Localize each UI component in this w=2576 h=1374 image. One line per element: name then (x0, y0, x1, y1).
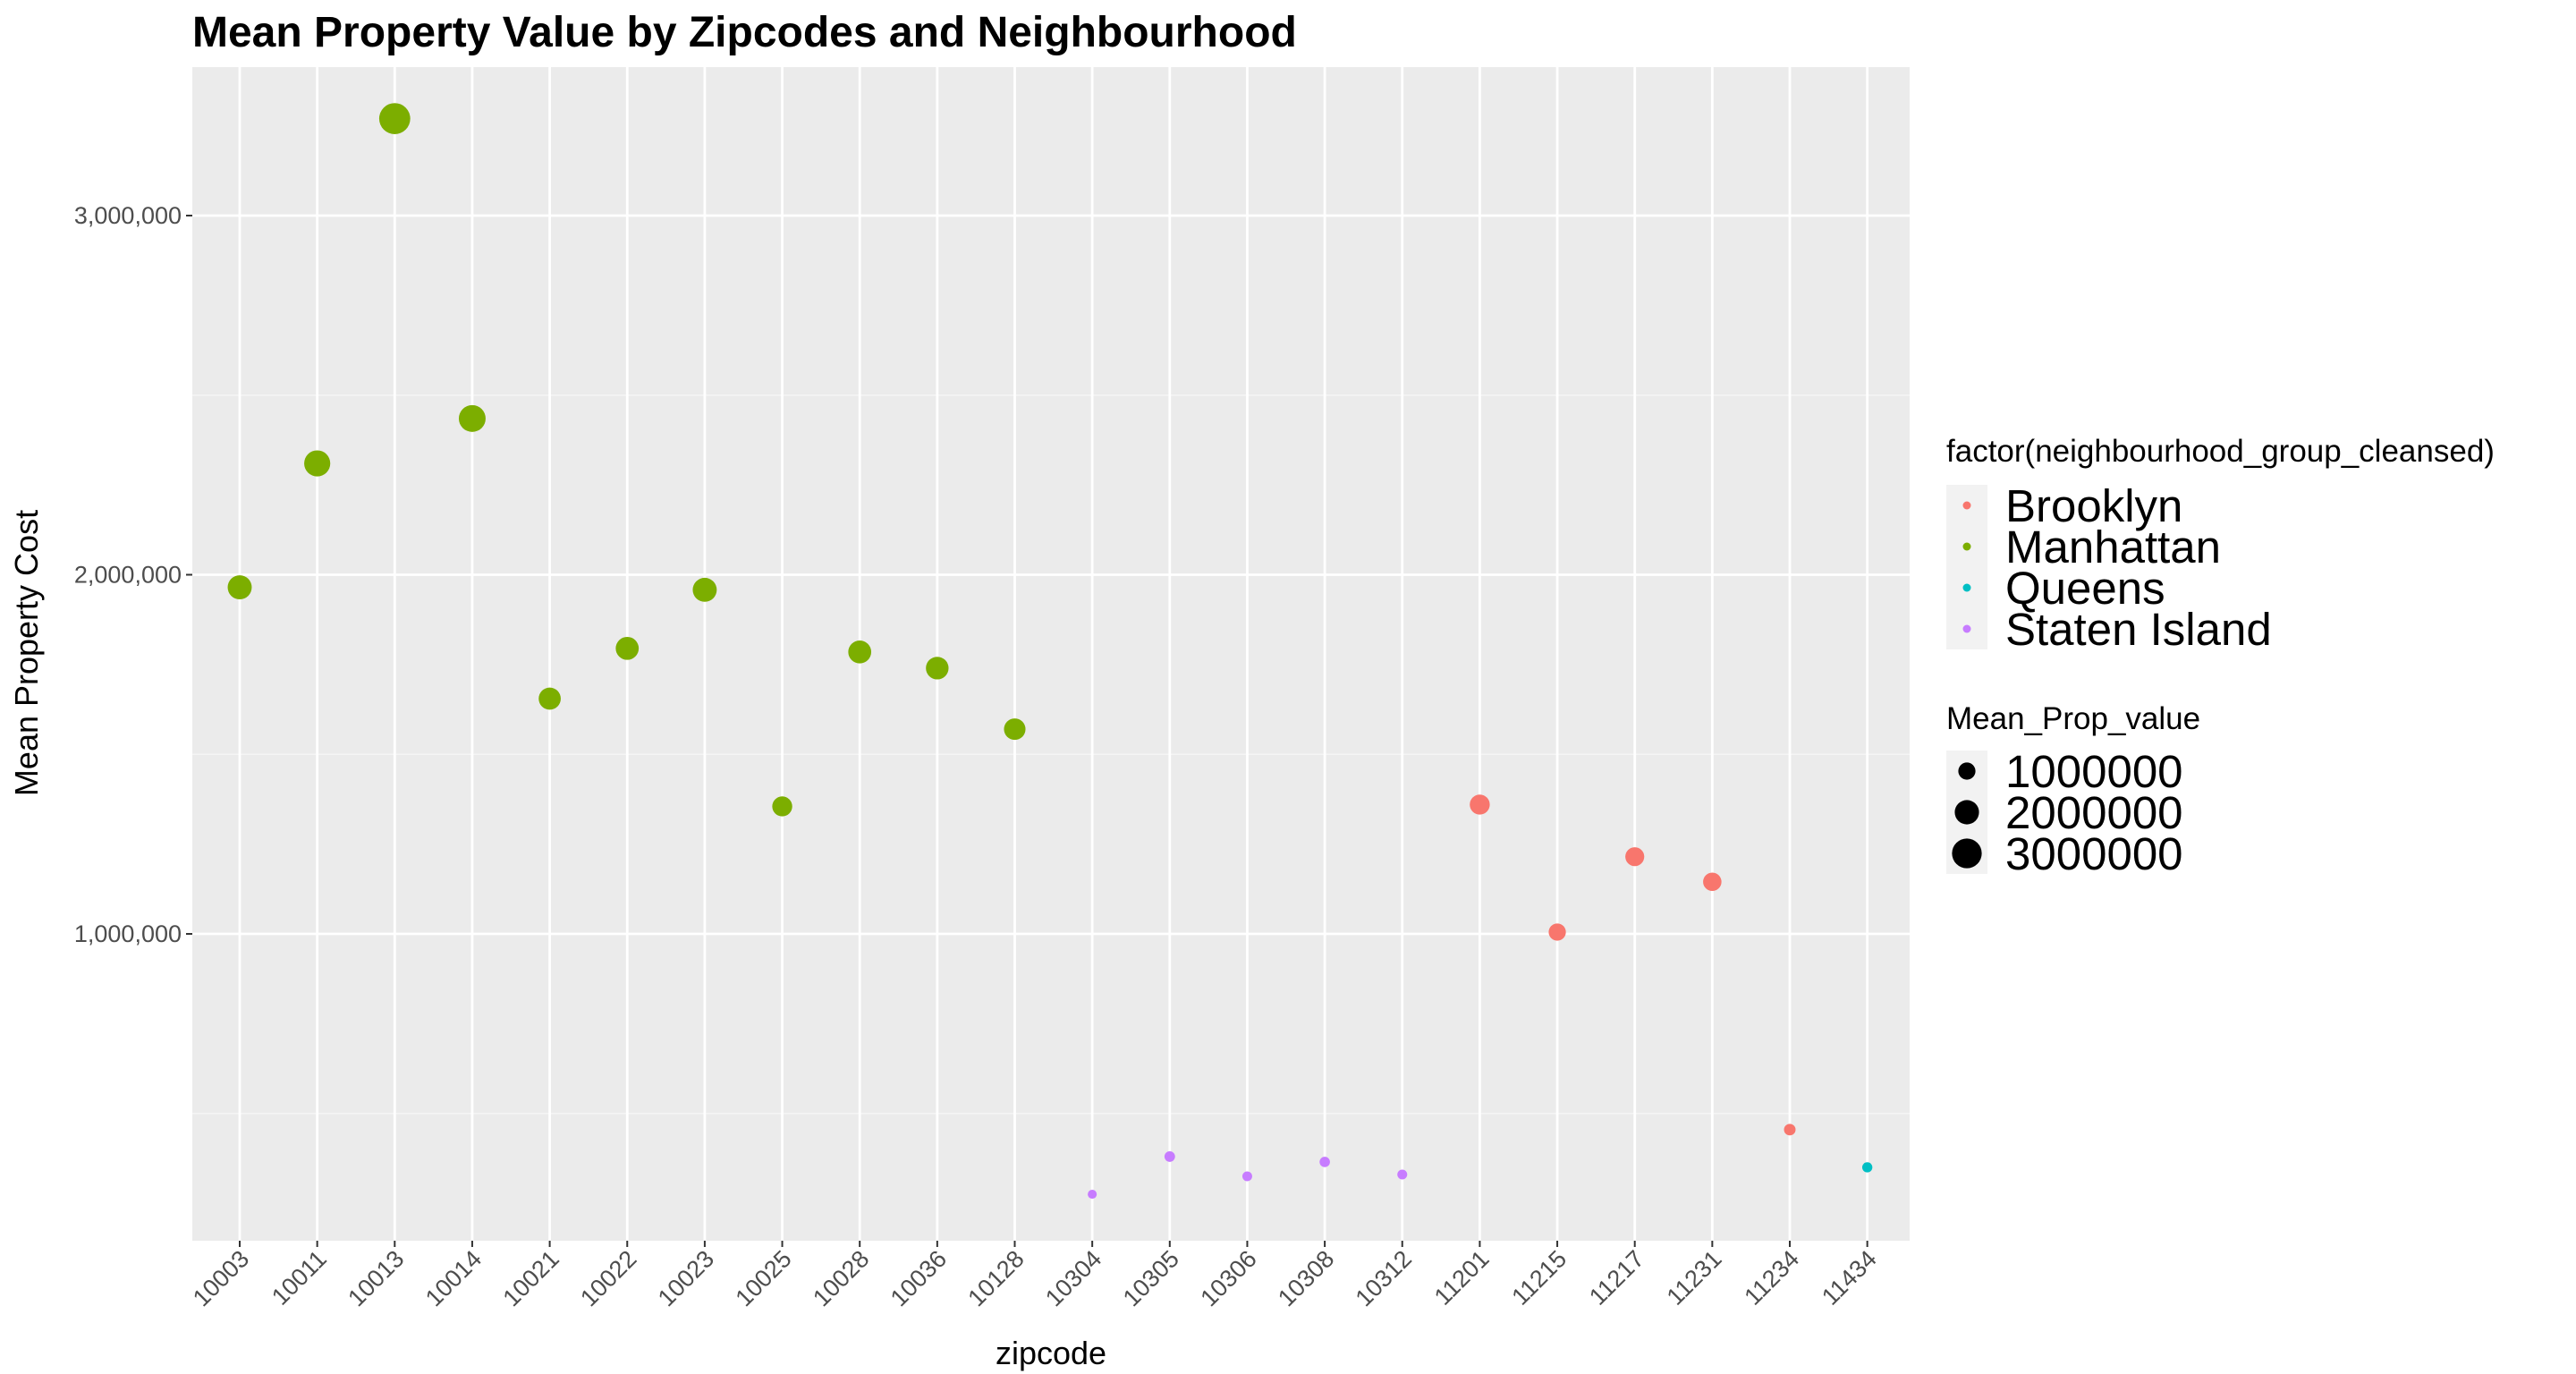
x-tick-label: 11434 (1817, 1245, 1882, 1310)
data-point-11231 (1703, 872, 1722, 892)
size-legend-swatch (1958, 762, 1976, 780)
x-tick-label: 10025 (730, 1245, 796, 1311)
color-legend-title: factor(neighbourhood_group_cleansed) (1946, 434, 2495, 469)
plot-panel (192, 67, 1910, 1241)
data-point-10128 (1004, 718, 1026, 741)
legend-swatch-brooklyn (1962, 501, 1971, 510)
legend-label: Staten Island (2005, 604, 2272, 655)
x-axis-ticks: 10003 10011 10013 10014 10021 10022 10023 10025… (188, 1241, 1882, 1311)
data-points (227, 103, 1873, 1200)
legend-swatch-staten-island (1962, 624, 1971, 633)
legend-swatch-manhattan (1962, 542, 1971, 551)
data-point-10028 (848, 640, 872, 664)
data-point-10022 (615, 636, 640, 660)
legend: factor(neighbourhood_group_cleansed) Bro… (1946, 434, 2495, 879)
data-point-10036 (926, 657, 949, 680)
x-tick-label: 10304 (1040, 1245, 1106, 1311)
data-point-10021 (538, 687, 561, 710)
x-axis-title: zipcode (996, 1335, 1106, 1371)
legend-label: Brooklyn (2005, 480, 2182, 531)
data-point-10023 (692, 577, 717, 602)
x-tick-label: 10014 (420, 1245, 487, 1311)
x-tick-label: 11215 (1506, 1245, 1572, 1310)
x-tick-label: 10028 (808, 1245, 874, 1311)
x-tick-label: 10128 (962, 1245, 1029, 1311)
data-point-10305 (1164, 1151, 1175, 1162)
data-point-10003 (227, 575, 252, 600)
data-point-10312 (1397, 1169, 1408, 1180)
x-tick-label: 10022 (575, 1245, 641, 1311)
data-point-10308 (1319, 1157, 1330, 1167)
x-tick-label: 10036 (886, 1245, 952, 1311)
size-legend-label: 3000000 (2005, 828, 2183, 879)
x-tick-label: 10312 (1351, 1245, 1417, 1311)
data-point-11217 (1625, 847, 1645, 867)
legend-swatch-queens (1962, 583, 1971, 592)
x-tick-label: 10003 (188, 1245, 254, 1311)
size-legend-swatch (1952, 838, 1982, 869)
y-tick-label: 2,000,000 (74, 562, 182, 589)
size-legend-label: 1000000 (2005, 746, 2183, 797)
x-tick-label: 10305 (1118, 1245, 1184, 1311)
legend-label: Queens (2005, 563, 2165, 614)
x-tick-label: 11231 (1662, 1245, 1727, 1310)
data-point-10013 (378, 103, 411, 134)
x-tick-label: 10021 (498, 1245, 564, 1311)
x-tick-label: 10308 (1273, 1245, 1339, 1311)
data-point-11434 (1861, 1162, 1873, 1173)
data-point-11215 (1548, 923, 1566, 941)
x-tick-label: 10023 (653, 1245, 719, 1311)
data-point-10014 (458, 404, 486, 432)
data-point-10306 (1241, 1171, 1252, 1182)
size-legend-title: Mean_Prop_value (1946, 701, 2200, 736)
data-point-10025 (772, 796, 792, 817)
size-legend-swatch (1954, 800, 1979, 825)
x-tick-label: 10013 (343, 1245, 409, 1311)
chart-title: Mean Property Value by Zipcodes and Neig… (192, 9, 1297, 56)
x-tick-label: 11201 (1429, 1245, 1495, 1310)
x-tick-label: 11234 (1739, 1245, 1804, 1310)
data-point-11201 (1470, 794, 1490, 815)
x-tick-label: 10306 (1195, 1245, 1261, 1311)
grid-lines (192, 67, 1910, 1241)
x-tick-label: 11217 (1584, 1245, 1649, 1310)
y-tick-label: 1,000,000 (74, 920, 182, 947)
data-point-10304 (1088, 1190, 1097, 1200)
legend-label: Manhattan (2005, 522, 2221, 572)
size-legend-label: 2000000 (2005, 787, 2183, 838)
y-axis-ticks: 1,000,000 2,000,000 3,000,000 (74, 202, 192, 947)
y-axis-title: Mean Property Cost (8, 510, 45, 796)
data-point-10011 (304, 450, 331, 477)
x-tick-label: 10011 (267, 1245, 332, 1310)
y-tick-label: 3,000,000 (74, 202, 182, 229)
data-point-11234 (1784, 1124, 1796, 1136)
